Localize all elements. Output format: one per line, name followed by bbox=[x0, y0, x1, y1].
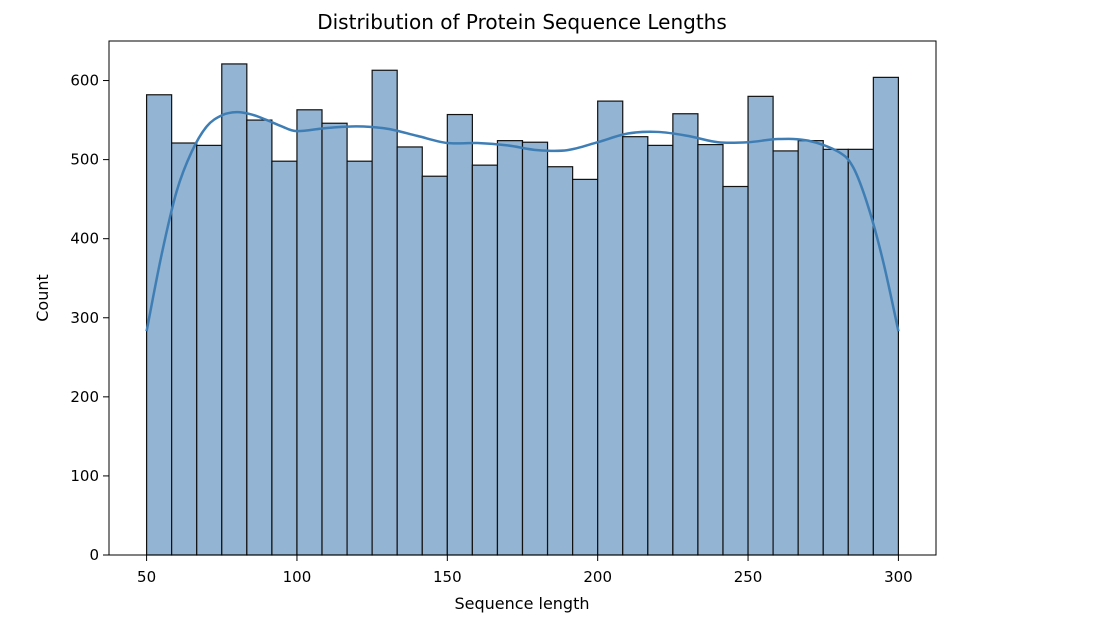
y-axis-label: Count bbox=[33, 274, 52, 322]
histogram-bar bbox=[446, 113, 473, 556]
x-tick-label: 150 bbox=[433, 568, 462, 586]
histogram-bar bbox=[521, 141, 549, 556]
x-axis-label: Sequence length bbox=[454, 594, 589, 613]
histogram-bar bbox=[772, 150, 799, 556]
histogram-bar bbox=[496, 140, 524, 556]
histogram-bar bbox=[747, 95, 774, 556]
histogram-bar bbox=[396, 146, 423, 556]
histogram-bar bbox=[546, 166, 574, 556]
histogram-bar bbox=[797, 140, 824, 556]
y-tick-label: 200 bbox=[70, 388, 99, 406]
x-tick-label: 100 bbox=[283, 568, 312, 586]
x-tick-label: 300 bbox=[884, 568, 913, 586]
histogram-bar bbox=[145, 94, 173, 556]
histogram-bar bbox=[847, 148, 874, 556]
y-axis-ticks: 0 100 200 300 400 500 600 bbox=[70, 72, 109, 564]
histogram-bar bbox=[672, 113, 699, 556]
x-tick-label: 200 bbox=[583, 568, 612, 586]
bars-group bbox=[145, 63, 900, 556]
histogram-bar bbox=[221, 63, 248, 556]
histogram-bar bbox=[371, 69, 398, 556]
histogram-bar bbox=[171, 142, 198, 556]
histogram-bar bbox=[647, 144, 674, 556]
y-tick-label: 400 bbox=[70, 230, 99, 248]
histogram-bar bbox=[471, 164, 499, 556]
histogram-bar bbox=[246, 119, 273, 556]
x-axis-ticks: 50 100 150 200 250 300 bbox=[137, 555, 913, 586]
y-tick-label: 300 bbox=[70, 309, 99, 327]
histogram-bar bbox=[346, 160, 373, 556]
histogram-bar bbox=[597, 100, 624, 556]
y-tick-label: 500 bbox=[70, 151, 99, 169]
histogram-bar bbox=[572, 178, 599, 556]
x-tick-label: 50 bbox=[137, 568, 156, 586]
histogram-bar bbox=[196, 144, 223, 556]
histogram-bar bbox=[321, 122, 348, 556]
plot-frame bbox=[108, 40, 937, 556]
y-tick-label: 0 bbox=[89, 546, 99, 564]
chart-title: Distribution of Protein Sequence Lengths bbox=[317, 10, 727, 34]
kde-line bbox=[145, 110, 900, 332]
y-tick-label: 600 bbox=[70, 72, 99, 90]
histogram-bar bbox=[722, 185, 749, 556]
histogram-bar bbox=[421, 175, 448, 556]
histogram-bar bbox=[697, 143, 724, 556]
histogram-bar bbox=[296, 109, 323, 556]
x-tick-label: 250 bbox=[734, 568, 763, 586]
histogram-bar bbox=[622, 136, 649, 556]
histogram-bar bbox=[271, 160, 298, 556]
histogram-bar bbox=[822, 148, 849, 556]
y-tick-label: 100 bbox=[70, 467, 99, 485]
